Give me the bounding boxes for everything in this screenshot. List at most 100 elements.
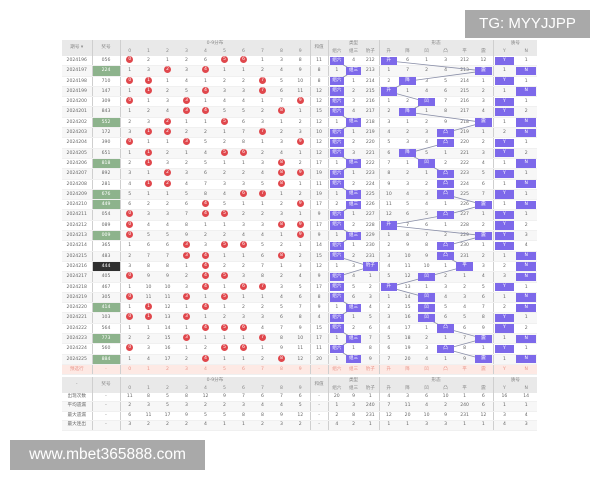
hit-ball: 5 (221, 241, 228, 249)
draw-row: 2024216 444 3 8 8 1 4 2 2 7 1 3 12 1 3 豹子 4 11 10 1 平 3 2 N (62, 261, 538, 273)
predict-digit[interactable]: 1 (139, 364, 158, 376)
predict-yn[interactable]: N (515, 364, 538, 376)
issue-header[interactable]: - (62, 376, 93, 393)
stats-form: 10 (417, 411, 437, 422)
number-cell: 444 (92, 261, 121, 273)
yn-hit-label: Y (494, 241, 515, 251)
yn-hit-cell: Y (493, 56, 516, 67)
digit-cell: 2 (158, 127, 177, 139)
hit-ball: 6 (240, 323, 247, 331)
digit-cell: 8 (291, 56, 311, 67)
type-header: 类型 (328, 376, 380, 385)
predict-form[interactable]: 降 (398, 364, 418, 376)
form-miss-cell: 2 (398, 168, 418, 180)
stats-type: 240 (362, 401, 380, 412)
stats-type: 20 (328, 392, 346, 403)
digit-cell: 4 (177, 179, 196, 190)
digit-cell: 2 (234, 76, 253, 87)
form-miss-cell: 7 (398, 220, 418, 232)
stats-yn: 3 (493, 411, 516, 422)
predict-form[interactable]: 升 (379, 364, 399, 376)
predict-form[interactable]: 平 (455, 364, 475, 376)
stats-digit: 5 (196, 411, 215, 422)
yn-col-header: N (515, 48, 538, 56)
predict-label[interactable]: 预选行 (62, 364, 93, 376)
hit-ball: 0 (126, 231, 134, 239)
digit-cell: 3 (139, 65, 158, 77)
hit-ball: 2 (164, 169, 171, 177)
issue-header[interactable]: 期号 ▾ (62, 40, 93, 56)
form-hit-label: 震 (475, 334, 492, 343)
form-miss-cell: 219 (455, 127, 475, 139)
predict-form[interactable]: 震 (474, 364, 494, 376)
digit-cell: 2 (177, 271, 196, 283)
digit-cell: 3 (291, 261, 311, 273)
form-miss-cell: 3 (474, 96, 494, 108)
yn-hit-label: Y (494, 221, 515, 230)
number-cell: 009 (92, 230, 121, 242)
form-miss-cell: 12 (379, 209, 399, 221)
predict-digit[interactable]: 8 (272, 364, 291, 376)
form-miss-cell: 6 (436, 312, 456, 324)
predict-digit[interactable]: 9 (291, 364, 311, 376)
digit-cell: 17 (158, 354, 177, 365)
form-miss-cell: 7 (474, 302, 494, 314)
form-header: 形态 (379, 40, 494, 48)
yn-miss-cell: 3 (493, 271, 516, 283)
issue-cell: 2024198 (62, 76, 93, 87)
predict-type[interactable]: 豹子 (362, 364, 380, 376)
yn-hit-cell: N (515, 65, 538, 77)
sum-cell: 19 (310, 168, 329, 180)
yn-hit-label: Y (494, 324, 515, 333)
form-miss-cell: 10 (417, 261, 437, 273)
form-miss-cell: 7 (474, 189, 494, 201)
predict-digit[interactable]: 6 (234, 364, 253, 376)
predict-number: - (92, 364, 121, 376)
form-miss-cell: 1 (474, 76, 494, 87)
stats-number: - (92, 420, 121, 431)
predict-form[interactable]: 凹 (417, 364, 437, 376)
form-miss-cell: 3 (474, 148, 494, 159)
predict-yn[interactable]: Y (493, 364, 516, 376)
predict-type[interactable]: 组六 (328, 364, 346, 376)
predict-type[interactable]: 组三 (345, 364, 363, 376)
stats-yn: 14 (515, 392, 538, 403)
form-miss-cell: 224 (455, 179, 475, 190)
predict-form[interactable]: 凸 (436, 364, 456, 376)
type-miss-cell: 1 (328, 354, 346, 365)
stats-form: 10 (436, 392, 456, 403)
stats-digit: 9 (272, 411, 291, 422)
digit-cell: 2 (291, 158, 311, 170)
digit-cell: 8 (272, 251, 291, 262)
form-miss-cell: 4 (436, 65, 456, 77)
type-hit-cell: 组六 (328, 343, 346, 355)
hit-ball: 1 (145, 128, 152, 136)
stats-number: - (92, 392, 121, 403)
predict-digit[interactable]: 0 (120, 364, 139, 376)
predict-digit[interactable]: 4 (196, 364, 215, 376)
digit-cell: 5 (215, 271, 234, 283)
sum-cell: 15 (310, 106, 329, 118)
predict-digit[interactable]: 3 (177, 364, 196, 376)
yn-col-header: Y (493, 48, 516, 56)
stats-yn: 16 (493, 392, 516, 403)
type-hit-cell: 组六 (328, 127, 346, 139)
digit-cell: 1 (120, 282, 139, 293)
predict-digit[interactable]: 2 (158, 364, 177, 376)
number-cell: 483 (92, 251, 121, 262)
predict-digit[interactable]: 5 (215, 364, 234, 376)
form-miss-cell: 1 (436, 220, 456, 232)
stats-digit: 5 (291, 401, 311, 412)
yn-hit-label: Y (494, 138, 515, 148)
digit-cell: 1 (177, 343, 196, 355)
digit-cell: 6 (234, 117, 253, 129)
stats-digit: 17 (158, 411, 177, 422)
form-col-header: 降 (398, 384, 418, 393)
form-hit-label: 凸 (437, 241, 455, 251)
digit-cell: 4 (234, 230, 253, 242)
predict-digit[interactable]: 7 (253, 364, 272, 376)
yn-hit-label: N (516, 355, 537, 364)
form-hit-cell: 升 (379, 220, 399, 232)
type-hit-label: 组三 (346, 159, 362, 168)
digit-cell: 5 (177, 189, 196, 201)
